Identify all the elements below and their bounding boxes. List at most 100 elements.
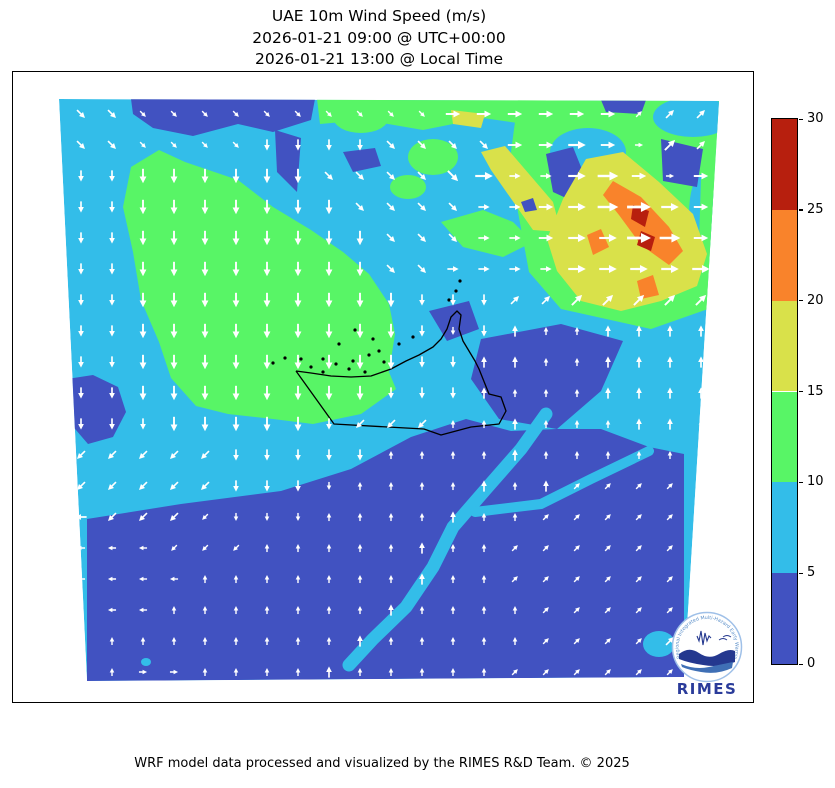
- wind-arrow: [512, 388, 518, 398]
- wind-arrow: [202, 636, 208, 646]
- wind-arrow: [419, 542, 425, 554]
- wind-arrow: [509, 204, 521, 210]
- wind-arrow: [419, 356, 425, 368]
- wind-arrow: [631, 172, 647, 180]
- wind-arrow: [512, 356, 518, 368]
- wind-arrow: [481, 512, 487, 522]
- wind-arrow: [698, 356, 704, 368]
- wind-arrow: [418, 419, 427, 428]
- wind-arrow: [109, 201, 115, 213]
- island-dot: [321, 370, 325, 374]
- wind-arrow: [294, 199, 302, 215]
- wind-arrow: [295, 636, 301, 646]
- wind-arrow: [325, 110, 332, 117]
- wind-arrow: [324, 171, 333, 180]
- wind-arrow: [201, 199, 209, 215]
- wind-map: [59, 99, 719, 681]
- wind-arrow: [357, 605, 363, 615]
- wind-arrow: [140, 636, 146, 646]
- wind-arrow: [478, 266, 490, 272]
- wind-arrow: [509, 235, 521, 241]
- wind-arrow: [107, 140, 116, 149]
- wind-arrow: [666, 483, 673, 490]
- wind-arrow: [264, 574, 270, 584]
- wind-arrow: [511, 545, 518, 552]
- colorbar-tick: [799, 391, 803, 393]
- wind-arrow: [356, 110, 363, 117]
- wind-arrow: [386, 264, 395, 273]
- wind-arrow: [109, 667, 115, 677]
- wind-arrow: [450, 667, 456, 677]
- wind-arrow: [171, 636, 177, 646]
- wind-arrow: [667, 450, 673, 460]
- island-dot: [382, 360, 386, 364]
- title-line-1: UAE 10m Wind Speed (m/s): [271, 7, 487, 25]
- wind-arrow: [696, 110, 705, 119]
- island-dot: [371, 337, 375, 341]
- wind-arrow: [139, 199, 147, 215]
- wind-arrow: [326, 449, 332, 461]
- wind-arrow: [263, 261, 271, 277]
- island-dot: [458, 279, 462, 283]
- wind-arrow: [295, 543, 301, 553]
- logo-wordmark: RIMES: [677, 680, 738, 698]
- wind-speed-patch: [141, 658, 151, 666]
- wind-speed-region: [521, 198, 537, 212]
- wind-arrow: [388, 543, 394, 553]
- wind-arrow: [542, 638, 549, 645]
- wind-arrow: [357, 543, 363, 553]
- wind-speed-region: [275, 130, 301, 192]
- wind-arrow: [507, 141, 523, 149]
- wind-arrow: [540, 173, 552, 179]
- wind-arrow: [450, 387, 456, 399]
- wind-arrow: [357, 481, 363, 491]
- wind-arrow: [326, 574, 332, 584]
- wind-arrow: [233, 605, 239, 615]
- wind-arrow: [233, 480, 239, 492]
- wind-arrow: [202, 667, 208, 677]
- wind-arrow: [697, 576, 704, 583]
- wind-speed-region: [587, 229, 609, 255]
- wind-arrow: [573, 576, 580, 583]
- wind-arrow: [326, 605, 332, 615]
- colorbar-tick: [799, 209, 803, 211]
- wind-arrow: [574, 388, 580, 398]
- wind-arrow: [109, 418, 115, 430]
- wind-arrow: [630, 265, 648, 273]
- wind-arrow: [666, 576, 673, 583]
- wind-arrow: [138, 545, 148, 551]
- wind-arrow: [605, 387, 611, 399]
- wind-arrow: [667, 387, 673, 399]
- wind-arrow: [599, 234, 617, 242]
- wind-speed-region: [87, 419, 684, 681]
- wind-arrow: [78, 387, 84, 399]
- wind-arrow: [568, 234, 586, 242]
- wind-arrow: [419, 636, 425, 646]
- wind-arrow: [574, 326, 580, 336]
- wind-speed-region: [441, 210, 533, 257]
- wind-arrow: [294, 385, 302, 401]
- island-dot: [321, 357, 325, 361]
- wind-arrow: [170, 512, 179, 521]
- wind-arrow: [542, 545, 549, 552]
- wind-arrow: [78, 325, 84, 337]
- wind-arrow: [419, 605, 425, 615]
- wind-arrow: [295, 605, 301, 615]
- wind-arrow: [264, 636, 270, 646]
- wind-arrow: [510, 296, 519, 305]
- wind-arrow: [232, 416, 240, 432]
- wind-arrow: [604, 638, 611, 645]
- wind-arrow: [476, 110, 492, 118]
- wind-arrow: [201, 323, 209, 339]
- wind-arrow: [604, 483, 611, 490]
- wind-arrow: [667, 418, 673, 430]
- wind-arrow: [78, 201, 84, 213]
- wind-arrow: [450, 574, 456, 584]
- wind-arrow: [202, 544, 209, 551]
- colorbar-segment-25-30: [772, 119, 797, 210]
- wind-arrow: [201, 261, 209, 277]
- wind-arrow: [636, 418, 642, 430]
- wind-arrow: [170, 199, 178, 215]
- island-dot: [337, 342, 341, 346]
- wind-arrow: [109, 636, 115, 646]
